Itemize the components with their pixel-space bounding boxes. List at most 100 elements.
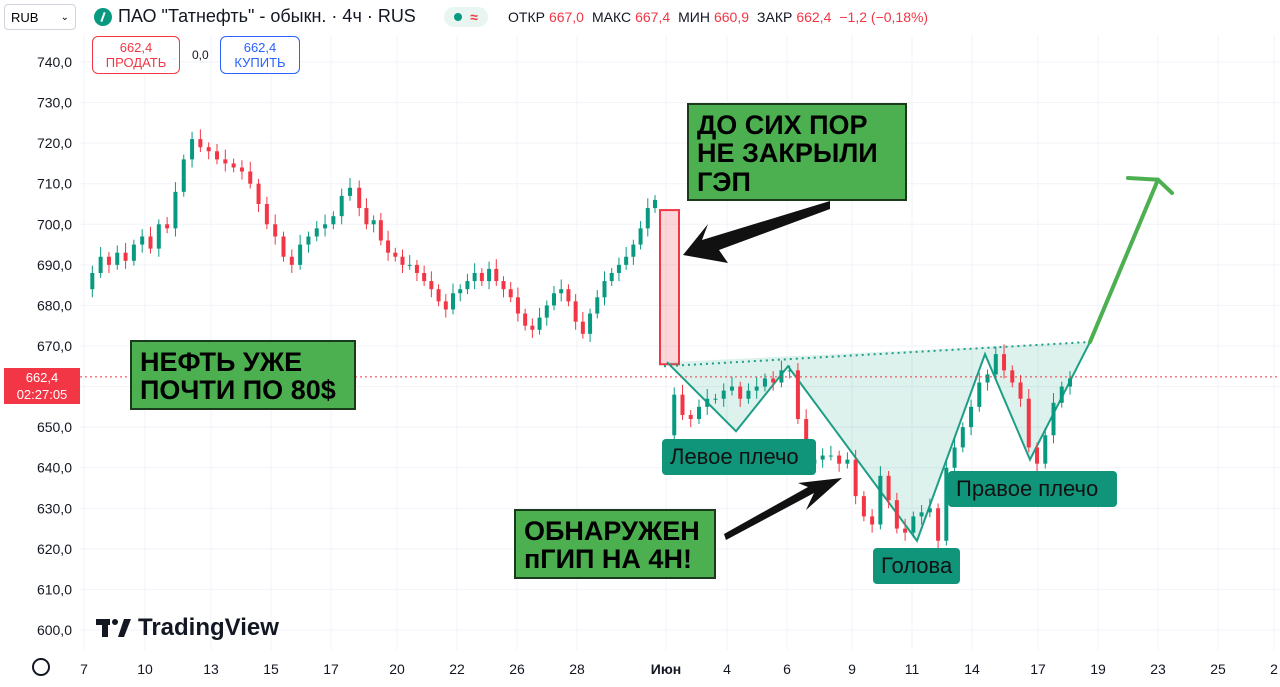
candle <box>977 372 982 412</box>
candle <box>688 410 693 428</box>
x-tick-label: 17 <box>323 661 339 677</box>
candle-body <box>429 281 434 290</box>
candle <box>919 505 924 525</box>
y-tick-label: 710,0 <box>37 176 72 192</box>
candle-body <box>508 289 513 298</box>
gear-icon[interactable] <box>32 658 50 676</box>
candle-body <box>422 272 427 282</box>
y-tick-label: 730,0 <box>37 95 72 111</box>
candle-body <box>960 427 965 448</box>
candle-body <box>936 508 941 541</box>
candle <box>1018 375 1023 407</box>
candle <box>173 182 178 237</box>
candle <box>1010 365 1015 388</box>
candle-body <box>206 147 211 152</box>
candle-body <box>861 496 866 517</box>
x-tick-label: 4 <box>723 661 731 677</box>
x-tick-label: 28 <box>569 661 585 677</box>
candle <box>339 188 344 225</box>
candle-body <box>588 313 593 334</box>
approx-icon: ≈ <box>470 9 478 25</box>
candle-body <box>631 244 636 257</box>
candle <box>1002 344 1007 379</box>
market-status[interactable]: ≈ <box>444 7 488 27</box>
candle-body <box>479 272 484 282</box>
candle-body <box>530 325 535 330</box>
candle-body <box>886 475 891 501</box>
gap-zone <box>659 209 680 366</box>
candle-body <box>721 390 726 399</box>
high-label: МАКС <box>591 9 632 25</box>
candle-body <box>256 183 261 204</box>
candle <box>787 365 792 379</box>
tradingview-logo[interactable]: TradingView <box>96 614 279 642</box>
close-value: 662,4 <box>796 9 832 25</box>
candle <box>631 239 636 265</box>
candle-body <box>314 228 319 237</box>
inverse-head-shoulders-pattern <box>663 340 1091 543</box>
candle <box>566 284 571 307</box>
sell-button[interactable]: 662,4 ПРОДАТЬ <box>92 36 180 74</box>
candle-body <box>487 268 492 282</box>
candle-body <box>400 256 405 265</box>
candle <box>820 448 825 468</box>
candle <box>443 294 448 318</box>
buy-label: КУПИТЬ <box>234 55 286 70</box>
candle-body <box>609 272 614 282</box>
pattern-line <box>666 341 1091 543</box>
open-label: ОТКР <box>508 9 545 25</box>
candle <box>479 268 484 286</box>
candle-body <box>977 382 982 407</box>
candle-body <box>289 256 294 265</box>
y-tick-label: 700,0 <box>37 216 72 232</box>
symbol-header[interactable]: ПАО "Татнефть" - обыкн. · 4ч · RUS <box>94 6 416 27</box>
candle-body <box>713 398 718 400</box>
candle <box>429 271 434 298</box>
candle <box>436 284 441 307</box>
candle <box>672 387 677 444</box>
candle <box>231 158 236 173</box>
candle-body <box>407 264 412 266</box>
close-label: ЗАКР <box>757 9 793 25</box>
candle-body <box>1035 447 1040 464</box>
candle-body <box>90 272 95 290</box>
candle <box>903 518 908 541</box>
candle-body <box>746 390 751 399</box>
candle-body <box>190 139 195 160</box>
candle-body <box>436 289 441 302</box>
candle <box>98 247 103 278</box>
candle-body <box>1002 354 1007 371</box>
candle <box>552 285 556 311</box>
low-value: 660,9 <box>713 9 750 25</box>
x-tick-label: 6 <box>783 661 791 677</box>
candle-body <box>443 301 448 310</box>
candle <box>1026 389 1031 453</box>
candle-body <box>566 289 571 302</box>
x-tick-label: 22 <box>449 661 465 677</box>
currency-select[interactable]: RUB ⌄ <box>4 4 76 30</box>
candle-body <box>624 256 629 265</box>
target-arrow-head <box>1126 176 1174 195</box>
candle-body <box>705 398 710 407</box>
candle-body <box>140 236 145 245</box>
candle <box>357 180 362 217</box>
candle-body <box>173 191 178 229</box>
y-tick-label: 650,0 <box>37 419 72 435</box>
x-tick-label: 7 <box>80 661 88 677</box>
buy-button[interactable]: 662,4 КУПИТЬ <box>220 36 300 74</box>
candle-body <box>515 297 520 314</box>
candle <box>580 311 585 339</box>
candle <box>845 452 850 469</box>
candle <box>298 234 303 270</box>
candle <box>414 259 419 282</box>
sell-label: ПРОДАТЬ <box>105 55 167 70</box>
candle <box>400 249 405 273</box>
candle-body <box>993 354 998 375</box>
x-tick-label: 15 <box>263 661 279 677</box>
candle <box>952 437 957 476</box>
candle <box>289 249 294 273</box>
candle-body <box>878 475 883 525</box>
candle <box>458 284 463 302</box>
x-tick-label: 2 <box>1270 661 1278 677</box>
y-tick-label: 680,0 <box>37 297 72 313</box>
